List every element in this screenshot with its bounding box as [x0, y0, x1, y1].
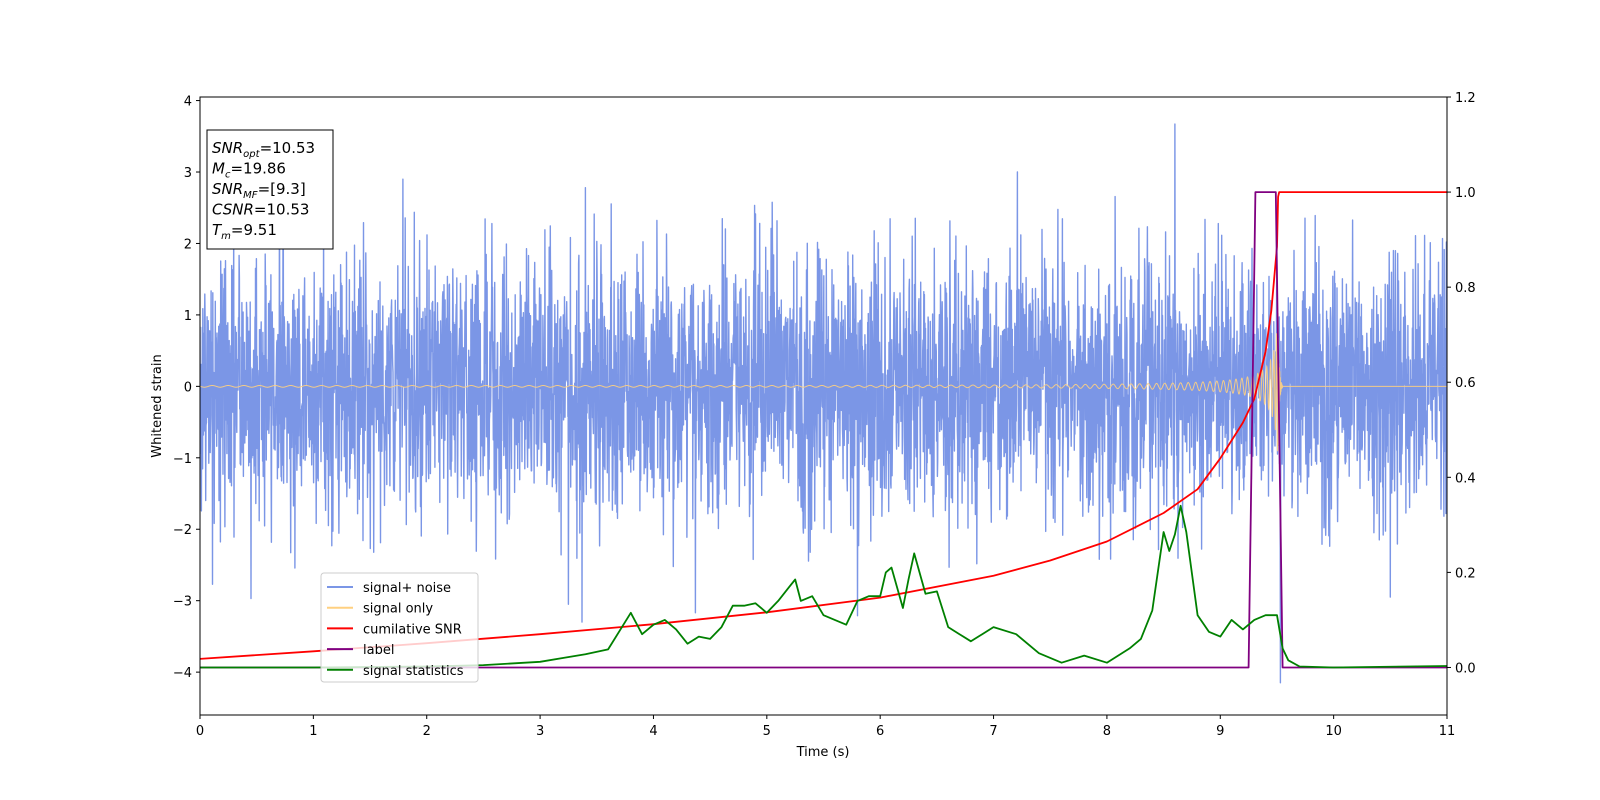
x-tick-label: 8	[1103, 724, 1111, 739]
left-y-tick-label: 1	[184, 309, 192, 324]
info-subscript: MF	[243, 190, 258, 201]
plot-frame	[199, 96, 1448, 716]
x-tick-label: 6	[876, 724, 884, 739]
right-y-tick-label: 0.6	[1455, 376, 1476, 391]
x-tick-label: 4	[649, 724, 657, 739]
right-y-tick-label: 0.2	[1455, 566, 1476, 581]
series-signal-statistics-line	[200, 504, 1447, 669]
left-y-tick-label: −2	[173, 523, 192, 538]
x-tick-label: 1	[309, 724, 317, 739]
info-box-line: Tm=9.51	[212, 221, 277, 242]
info-box-line: SNRMF=[9.3]	[212, 180, 306, 201]
x-tick-label: 9	[1216, 724, 1224, 739]
left-y-tick-label: −1	[173, 452, 192, 467]
left-y-tick-label: 2	[184, 237, 192, 252]
info-subscript: c	[225, 170, 231, 181]
left-y-tick-label: 4	[184, 95, 192, 110]
left-y-tick-label: −3	[173, 595, 192, 610]
left-y-tick-label: 0	[184, 380, 192, 395]
y-axis-label: Whitened strain	[150, 354, 165, 457]
series-signal-only-line	[200, 313, 1447, 452]
series-cumulative-snr-line	[200, 191, 1447, 660]
x-tick-label: 11	[1439, 724, 1456, 739]
info-subscript: m	[221, 231, 231, 242]
info-symbol: T	[212, 221, 223, 239]
legend-entry: signal statistics	[363, 664, 464, 679]
info-value: =[9.3]	[258, 180, 306, 198]
x-tick-label: 10	[1325, 724, 1342, 739]
right-y-tick-label: 1.0	[1455, 186, 1476, 201]
x-tick-label: 5	[763, 724, 771, 739]
info-symbol: SNR	[212, 180, 243, 198]
x-axis-label: Time (s)	[796, 745, 850, 760]
info-box-line: CSNR=10.53	[212, 201, 309, 219]
info-box-frame	[206, 129, 334, 250]
legend-entry: signal+ noise	[363, 581, 451, 596]
x-axis-ticks: 0 1 2 3 4 5 6 7 8 9 10 11	[196, 715, 1455, 739]
left-y-tick-label: −4	[173, 666, 192, 681]
legend: signal+ noise signal only cumilative SNR la…	[320, 572, 479, 683]
right-y-tick-label: 1.2	[1455, 91, 1476, 106]
info-box-line: Mc=19.86	[212, 160, 286, 181]
info-symbol: CSNR	[212, 201, 254, 219]
series-signal-noise-line	[200, 123, 1447, 684]
info-value: =9.51	[231, 221, 277, 239]
x-tick-label: 0	[196, 724, 204, 739]
x-tick-label: 3	[536, 724, 544, 739]
info-symbol: M	[212, 160, 225, 178]
info-box: SNRopt=10.53Mc=19.86SNRMF=[9.3]CSNR=10.5…	[206, 129, 334, 250]
info-symbol: SNR	[212, 139, 243, 157]
right-y-tick-label: 0.4	[1455, 471, 1476, 486]
info-value: =10.53	[260, 139, 316, 157]
x-tick-label: 2	[423, 724, 431, 739]
plot-area	[200, 123, 1447, 684]
legend-entry: label	[363, 643, 394, 658]
legend-entry: signal only	[363, 602, 433, 617]
legend-frame	[320, 572, 479, 683]
info-box-line: SNRopt=10.53	[212, 139, 315, 160]
left-y-tick-label: 3	[184, 166, 192, 181]
right-y-tick-label: 0.0	[1455, 661, 1476, 676]
info-value: =19.86	[230, 160, 286, 178]
left-y-axis-ticks: −4 −3 −2 −1 0 1 2 3 4	[173, 95, 200, 681]
info-subscript: opt	[243, 149, 260, 160]
right-y-axis-ticks: 0.0 0.2 0.4 0.6 0.8 1.0 1.2	[1447, 91, 1476, 676]
x-tick-label: 7	[989, 724, 997, 739]
right-y-tick-label: 0.8	[1455, 281, 1476, 296]
legend-entry: cumilative SNR	[363, 622, 462, 637]
info-value: =10.53	[254, 201, 310, 219]
